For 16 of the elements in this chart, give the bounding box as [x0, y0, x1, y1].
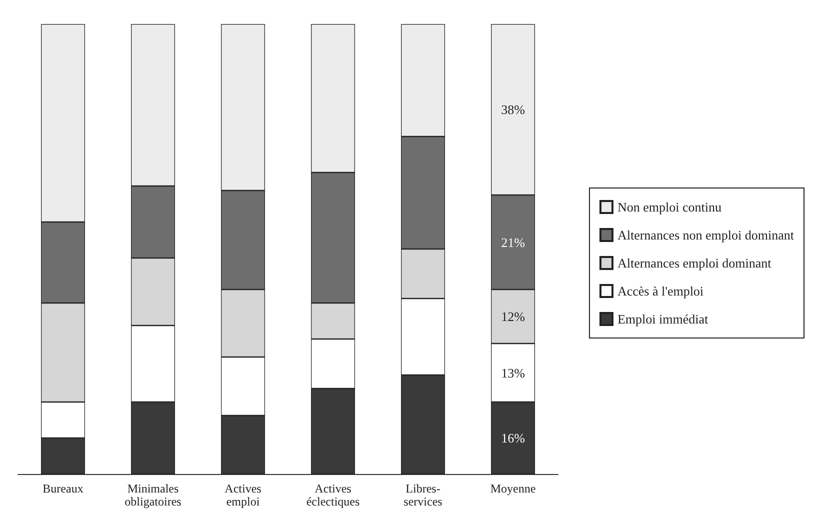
legend-label: Alternances non emploi dominant — [617, 228, 794, 242]
x-tick-label: Actives éclectiques — [306, 482, 360, 508]
x-tick-label: Libres- services — [404, 482, 443, 508]
x-tick-label: Minimales obligatoires — [124, 482, 182, 508]
legend-label: Alternances emploi dominant — [617, 256, 772, 270]
data-label: 21% — [501, 234, 526, 250]
x-tick-label: Actives emploi — [224, 482, 262, 508]
legend-label: Accès à l'emploi — [617, 284, 704, 298]
x-tick-label: Moyenne — [490, 482, 536, 496]
data-label: 38% — [501, 102, 526, 117]
data-label: 16% — [501, 430, 526, 446]
data-label: 12% — [501, 309, 526, 324]
data-label: 13% — [501, 365, 526, 380]
legend-label: Emploi immédiat — [617, 312, 708, 326]
x-tick-label: Bureaux — [42, 482, 84, 496]
legend-label: Non emploi continu — [617, 200, 722, 214]
